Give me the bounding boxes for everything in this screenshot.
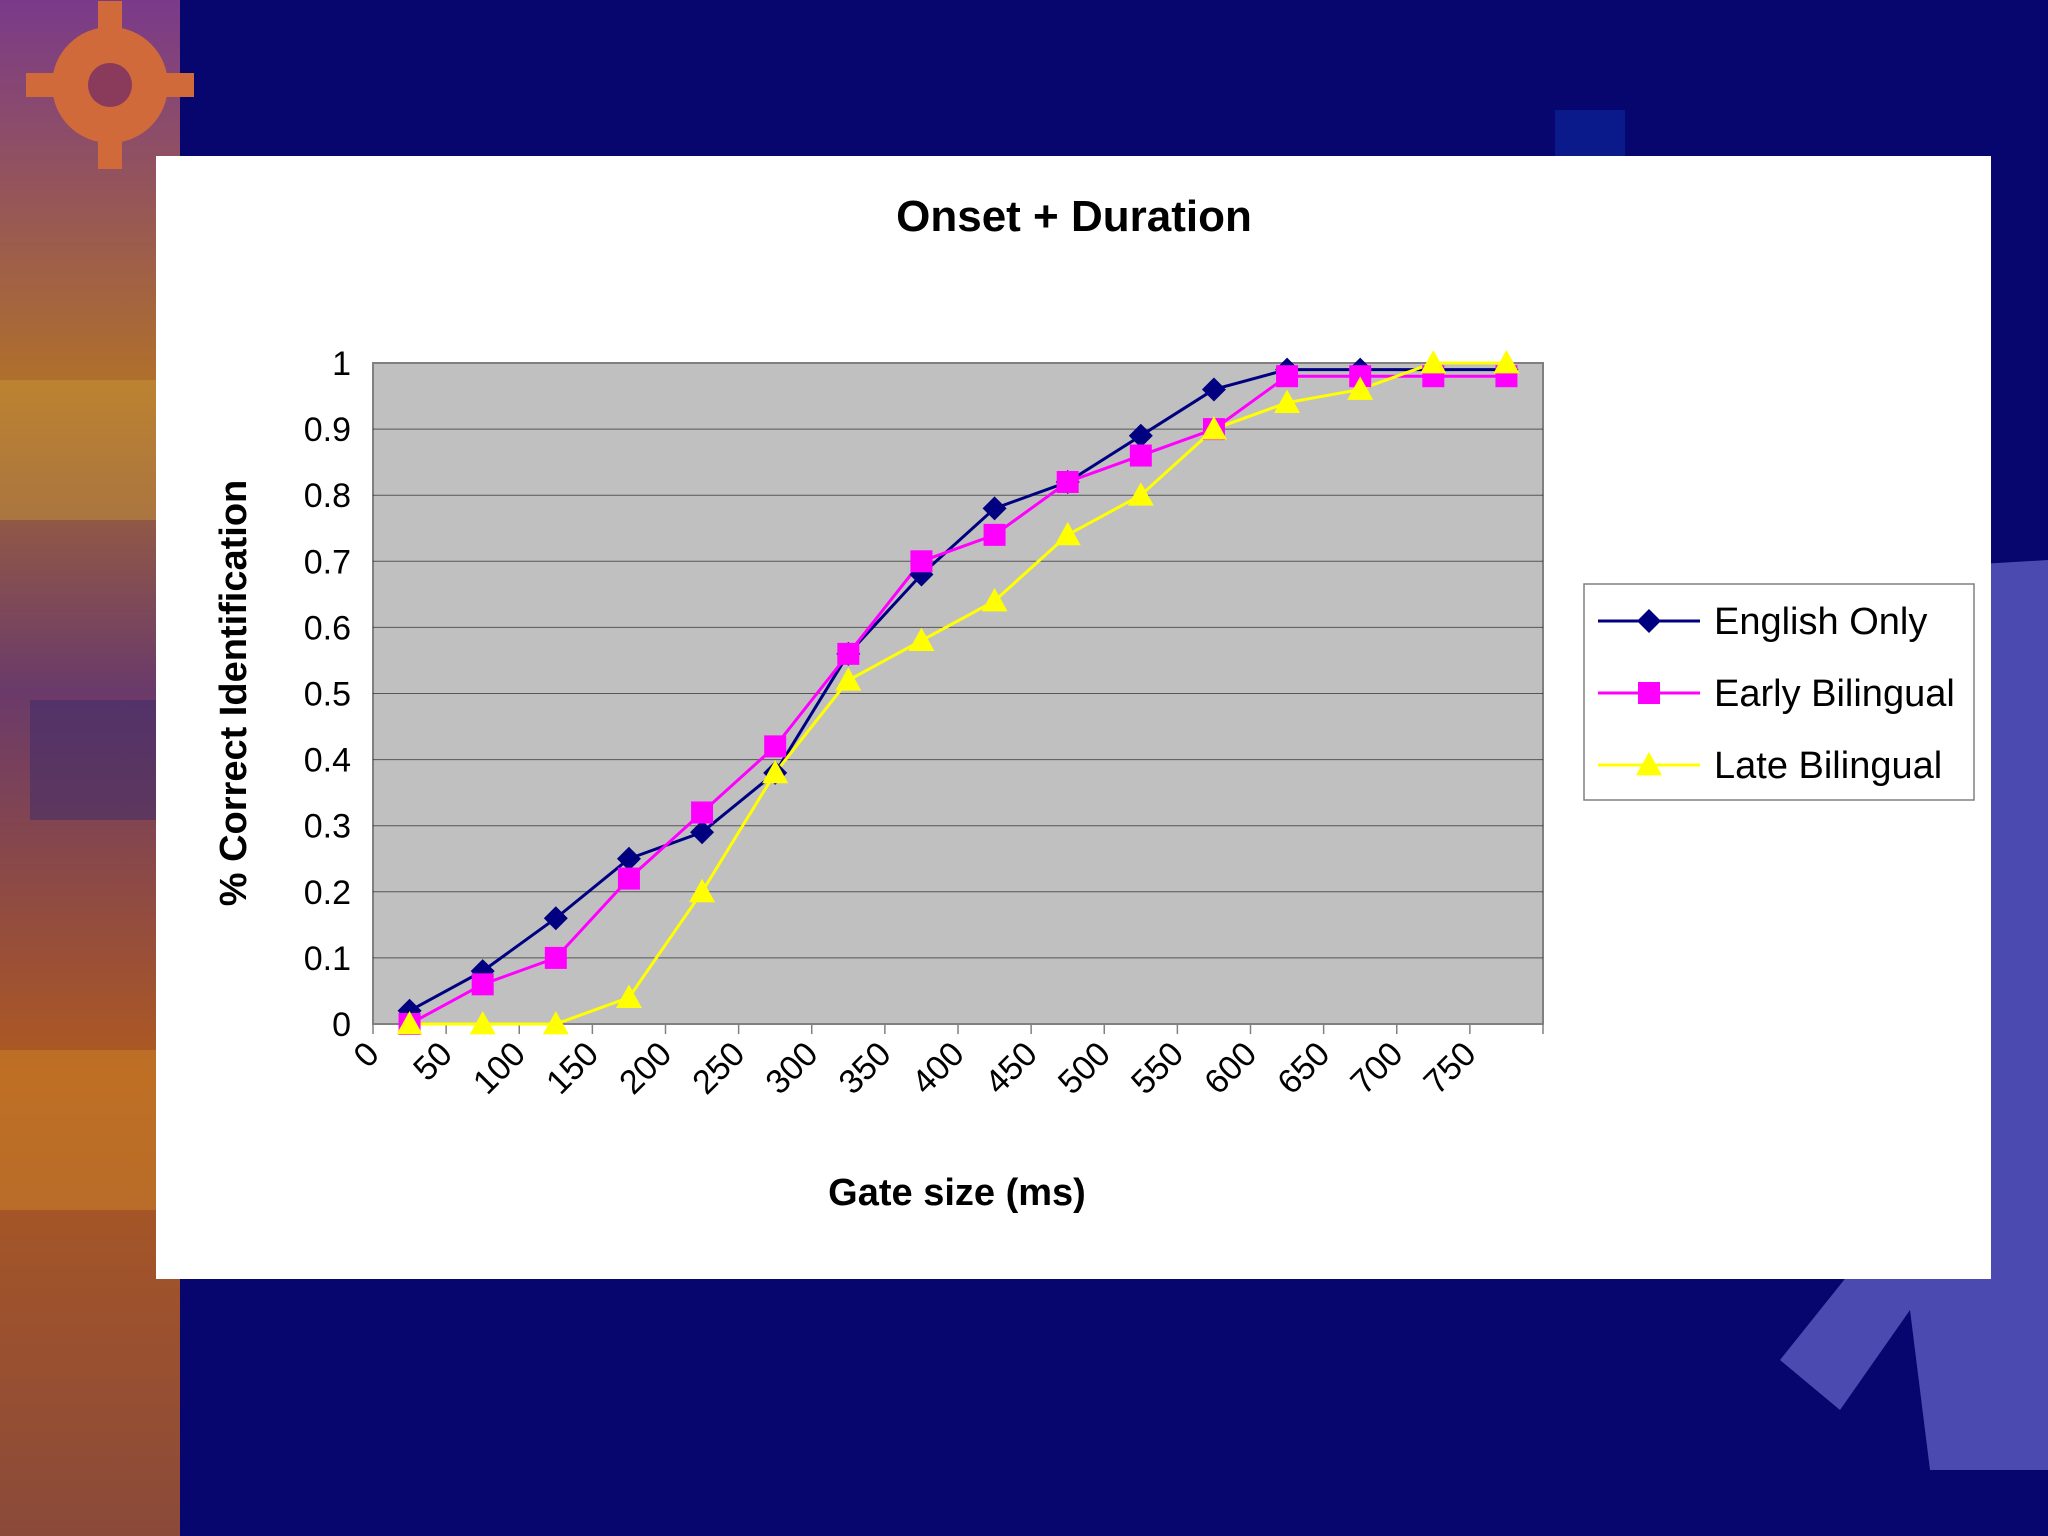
y-tick-label: 0.3	[304, 808, 351, 846]
data-point-early-bilingual	[544, 946, 567, 969]
x-tick-label: 150	[539, 1035, 606, 1102]
y-tick-label: 0.4	[304, 742, 351, 780]
y-tick-label: 1	[332, 345, 351, 383]
y-tick-label: 0.5	[304, 676, 351, 714]
x-tick-label: 50	[406, 1035, 460, 1089]
data-point-early-bilingual	[691, 801, 714, 824]
x-tick-labels: 0 50 100 150 200 250 300 350 400 450 500 550 600 650 7…	[346, 1035, 1483, 1102]
x-tick-label: 350	[832, 1035, 899, 1102]
x-tick-label: 550	[1124, 1035, 1191, 1102]
data-point-early-bilingual	[1276, 365, 1299, 388]
data-point-late-bilingual	[1200, 416, 1227, 440]
data-point-english-only	[982, 496, 1007, 521]
data-point-late-bilingual	[542, 1011, 569, 1035]
data-point-late-bilingual	[908, 627, 935, 652]
y-tick-label: 0.2	[304, 874, 351, 912]
data-point-early-bilingual	[764, 735, 787, 758]
data-point-early-bilingual	[983, 523, 1006, 546]
x-axis-ticks	[372, 1024, 1544, 1034]
data-point-late-bilingual	[1420, 350, 1447, 374]
series-line-english-only	[408, 368, 1507, 1013]
x-tick-label: 750	[1417, 1035, 1484, 1102]
y-axis-title: % Correct Identification	[213, 480, 255, 907]
legend-marker-english-only	[1637, 609, 1661, 633]
data-point-english-only	[543, 906, 568, 931]
x-tick-label: 200	[612, 1035, 679, 1102]
data-point-english-only	[1128, 423, 1153, 448]
series-lines	[408, 361, 1507, 1026]
x-tick-label: 250	[685, 1035, 752, 1102]
data-point-late-bilingual	[1127, 482, 1154, 506]
data-point-late-bilingual	[981, 587, 1008, 612]
data-point-english-only	[690, 820, 715, 845]
series-markers	[396, 350, 1520, 1035]
y-tick-label: 0.9	[304, 411, 351, 449]
legend-items: English Only Early Bilingual Late Bilingua…	[1598, 601, 1955, 787]
series-line-early-bilingual	[408, 374, 1507, 1026]
y-tick-label: 0.8	[304, 477, 351, 515]
gear-icon	[26, 1, 194, 169]
y-tick-label: 0.7	[304, 543, 351, 581]
x-tick-label: 450	[978, 1035, 1045, 1102]
data-point-late-bilingual	[1274, 389, 1301, 414]
data-point-early-bilingual	[617, 867, 640, 890]
legend-label-english-only: English Only	[1714, 601, 1927, 643]
x-tick-label: 600	[1197, 1035, 1264, 1102]
legend-label-early-bilingual: Early Bilingual	[1714, 673, 1955, 715]
legend: English Only Early Bilingual Late Bilingua…	[1583, 583, 1975, 801]
x-tick-label: 300	[758, 1035, 825, 1102]
chart-svg: Onset + Duration 00.10.20.30.40.50.60.70…	[213, 192, 1975, 1214]
data-point-late-bilingual	[835, 667, 862, 691]
data-point-late-bilingual	[615, 984, 642, 1008]
legend-marker-late-bilingual	[1636, 752, 1662, 776]
x-tick-label: 700	[1343, 1035, 1410, 1102]
data-point-early-bilingual	[1349, 365, 1372, 388]
grid-lines	[373, 428, 1543, 959]
legend-label-late-bilingual: Late Bilingual	[1714, 745, 1942, 787]
x-tick-label: 650	[1270, 1035, 1337, 1102]
data-point-early-bilingual	[1056, 470, 1079, 493]
y-tick-label: 0	[332, 1006, 351, 1044]
data-point-late-bilingual	[1493, 350, 1520, 374]
x-tick-label: 400	[905, 1035, 972, 1102]
data-point-late-bilingual	[396, 1011, 423, 1035]
y-tick-labels: 0 0.1 0.2 0.3 0.4 0.5 0.6 0.7 0.8 0.9 1	[304, 345, 351, 1044]
data-point-late-bilingual	[1347, 376, 1374, 400]
chart-title: Onset + Duration	[896, 192, 1252, 241]
x-axis-title: Gate size (ms)	[828, 1172, 1086, 1214]
chart-panel: Onset + Duration 0 0.1 0.2 0.3 0.4 0.5 0.6 0.7 0…	[156, 156, 1991, 1279]
data-point-late-bilingual	[762, 759, 789, 784]
y-tick-label: 0.1	[304, 940, 351, 978]
data-point-early-bilingual	[910, 550, 933, 573]
data-point-early-bilingual	[1129, 444, 1152, 467]
y-tick-label: 0.6	[304, 609, 351, 647]
data-point-early-bilingual	[837, 642, 860, 665]
legend-marker-early-bilingual	[1638, 682, 1660, 704]
data-point-late-bilingual	[689, 878, 716, 903]
x-tick-label: 500	[1051, 1035, 1118, 1102]
data-point-late-bilingual	[1054, 521, 1081, 546]
x-tick-label: 0	[346, 1035, 386, 1075]
data-point-early-bilingual	[471, 973, 494, 996]
data-point-english-only	[616, 846, 641, 871]
data-point-english-only	[1201, 377, 1226, 402]
series-line-late-bilingual	[409, 361, 1507, 1026]
data-point-late-bilingual	[469, 1011, 496, 1035]
x-tick-label: 100	[466, 1035, 533, 1102]
